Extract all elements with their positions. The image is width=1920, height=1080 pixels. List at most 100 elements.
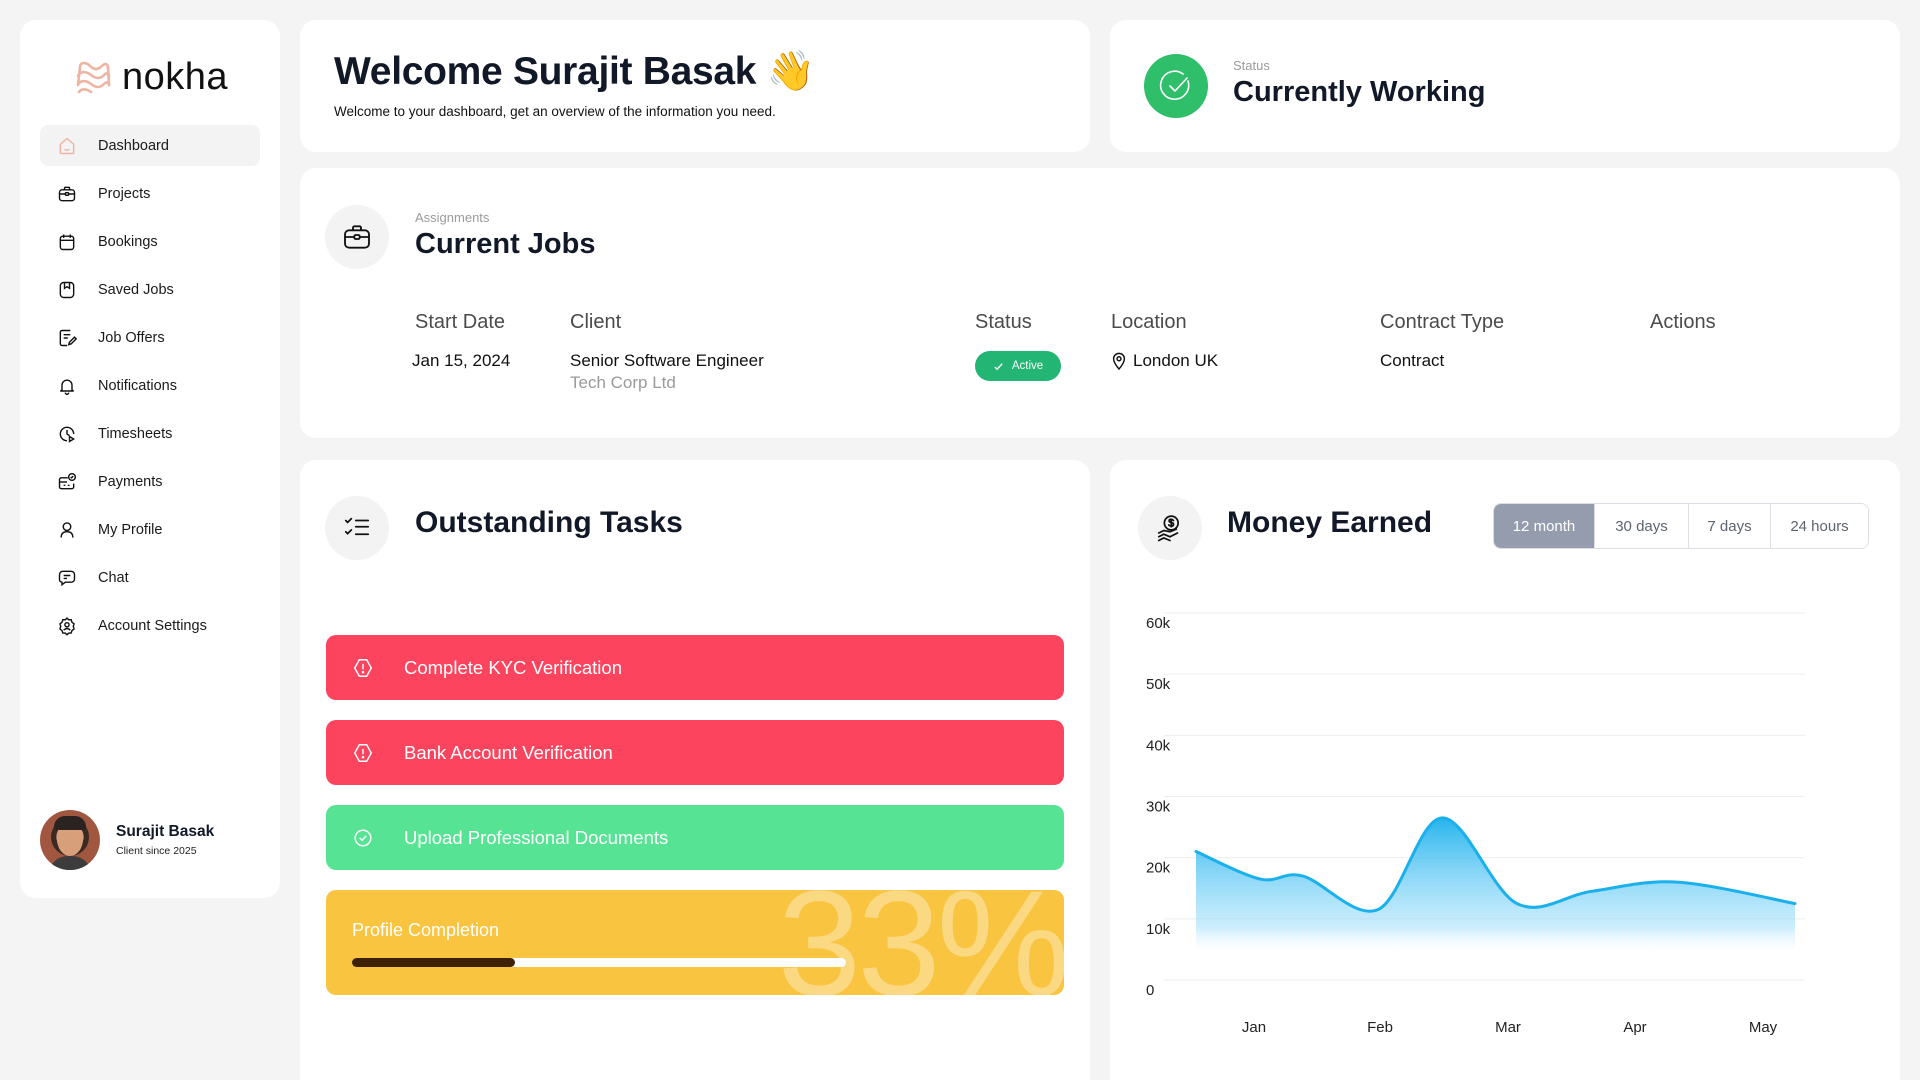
sidebar-item-label: Bookings (98, 233, 158, 250)
sidebar-item-label: Payments (98, 473, 163, 490)
sidebar-item-timesheets[interactable]: Timesheets (40, 413, 260, 454)
task-item-kyc[interactable]: Complete KYC Verification (326, 635, 1064, 700)
svg-text:Apr: Apr (1623, 1019, 1646, 1036)
sidebar-item-saved-jobs[interactable]: Saved Jobs (40, 269, 260, 310)
profile-completion-label: Profile Completion (352, 920, 500, 940)
task-item-bank-account[interactable]: Bank Account Verification (326, 720, 1064, 785)
money-earned-chart: 0 10k 20k 30k 40k 50k 60k Jan Feb Mar Apr May (1146, 612, 1805, 1036)
chart-y-axis: 0 10k 20k 30k 40k 50k 60k (1146, 615, 1171, 999)
welcome-subtitle: Welcome to your dashboard, get an overvi… (334, 104, 776, 119)
svg-text:Feb: Feb (1367, 1019, 1393, 1036)
location-text: London UK (1133, 351, 1219, 370)
logo[interactable]: nokha (74, 56, 228, 99)
svg-text:20k: 20k (1146, 860, 1171, 877)
sidebar-item-chat[interactable]: Chat (40, 557, 260, 598)
time-range-selector: 12 month 30 days 7 days 24 hours (1493, 503, 1869, 549)
sidebar-item-label: Projects (98, 185, 151, 202)
cell-start-date: Jan 15, 2024 (412, 351, 511, 370)
status-badge-label: Active (1011, 360, 1044, 372)
cell-location: London UK (1111, 351, 1218, 371)
column-header-contract-type: Contract Type (1380, 311, 1505, 333)
sidebar-item-label: Timesheets (98, 425, 173, 442)
status-card: Status Currently Working (1110, 20, 1900, 152)
svg-text:30k: 30k (1146, 799, 1171, 816)
svg-text:50k: 50k (1146, 676, 1171, 693)
briefcase-icon (56, 183, 78, 205)
sidebar-item-label: Job Offers (98, 329, 165, 346)
user-subtitle: Client since 2025 (116, 845, 197, 857)
user-name: Surajit Basak (116, 823, 215, 840)
avatar (40, 810, 100, 870)
sidebar-item-label: Chat (98, 569, 129, 586)
check-icon (994, 362, 1003, 370)
location-pin-icon (1112, 352, 1126, 370)
task-label: Complete KYC Verification (404, 656, 622, 678)
profile-progress-fill (352, 958, 516, 967)
task-label: Bank Account Verification (404, 741, 613, 763)
section-title: Money Earned (1227, 506, 1433, 539)
status-value: Currently Working (1233, 76, 1486, 108)
money-hand-icon (1138, 496, 1202, 560)
chart-line (1194, 816, 1797, 913)
briefcase-icon (325, 205, 389, 269)
column-header-status: Status (975, 311, 1032, 333)
sidebar-item-payments[interactable]: Payments (40, 461, 260, 502)
alert-octagon-icon (350, 657, 376, 679)
sidebar-item-bookings[interactable]: Bookings (40, 221, 260, 262)
column-header-location: Location (1111, 311, 1187, 333)
svg-text:40k: 40k (1146, 737, 1171, 754)
wallet-icon (56, 471, 78, 493)
nokha-logo-icon (76, 61, 111, 93)
alert-octagon-icon (350, 742, 376, 764)
calendar-icon (56, 231, 78, 253)
sidebar-item-projects[interactable]: Projects (40, 173, 260, 214)
range-24-hours-button[interactable]: 24 hours (1770, 504, 1868, 548)
range-7-days-button[interactable]: 7 days (1688, 504, 1770, 548)
chart-x-axis: Jan Feb Mar Apr May (1242, 1019, 1778, 1036)
task-item-upload-documents[interactable]: Upload Professional Documents (326, 805, 1064, 870)
profile-completion-percent: 33% (777, 890, 1064, 995)
sidebar-item-account-settings[interactable]: Account Settings (40, 605, 260, 646)
user-profile[interactable]: Surajit Basak Client since 2025 (40, 810, 214, 870)
range-12-month-button[interactable]: 12 month (1494, 504, 1594, 548)
profile-completion-card[interactable]: 33% Profile Completion (326, 890, 1064, 995)
status-badge: Active (975, 351, 1061, 381)
profile-progress-bar (352, 958, 846, 967)
svg-text:Jan: Jan (1242, 1019, 1266, 1036)
section-title: Outstanding Tasks (415, 506, 683, 539)
check-circle-icon (350, 827, 376, 849)
task-label: Upload Professional Documents (404, 826, 669, 848)
sidebar-item-label: Account Settings (98, 617, 207, 634)
sidebar-item-label: Notifications (98, 377, 177, 394)
sidebar-item-label: Dashboard (98, 137, 169, 154)
sidebar: nokha Dashboard Projects Bookings Saved … (20, 20, 280, 898)
sidebar-item-label: Saved Jobs (98, 281, 174, 298)
checklist-icon (325, 496, 389, 560)
welcome-title: Welcome Surajit Basak 👋 (334, 50, 815, 93)
sidebar-item-my-profile[interactable]: My Profile (40, 509, 260, 550)
chat-icon (56, 567, 78, 589)
section-title: Current Jobs (415, 228, 596, 260)
check-circle-icon (1144, 54, 1208, 118)
clock-icon (56, 423, 78, 445)
sidebar-item-dashboard[interactable]: Dashboard (40, 125, 260, 166)
cell-client-role: Senior Software Engineer (570, 351, 764, 370)
money-earned-card: Money Earned 12 month 30 days 7 days 24 … (1110, 460, 1900, 1080)
cell-client-company: Tech Corp Ltd (570, 373, 676, 392)
column-header-client: Client (570, 311, 622, 333)
svg-text:Mar: Mar (1495, 1019, 1521, 1036)
column-header-actions: Actions (1650, 311, 1716, 333)
sidebar-item-notifications[interactable]: Notifications (40, 365, 260, 406)
user-icon (56, 519, 78, 541)
sidebar-item-job-offers[interactable]: Job Offers (40, 317, 260, 358)
current-jobs-card: Assignments Current Jobs Start Date Clie… (300, 168, 1900, 438)
home-icon (56, 135, 78, 157)
sidebar-nav: Dashboard Projects Bookings Saved Jobs J… (40, 125, 260, 653)
bell-icon (56, 375, 78, 397)
welcome-card: Welcome Surajit Basak 👋 Welcome to your … (300, 20, 1090, 152)
edit-document-icon (56, 327, 78, 349)
range-30-days-button[interactable]: 30 days (1594, 504, 1688, 548)
svg-text:0: 0 (1146, 982, 1154, 999)
svg-text:10k: 10k (1146, 921, 1171, 938)
outstanding-tasks-card: Outstanding Tasks Complete KYC Verificat… (300, 460, 1090, 1080)
